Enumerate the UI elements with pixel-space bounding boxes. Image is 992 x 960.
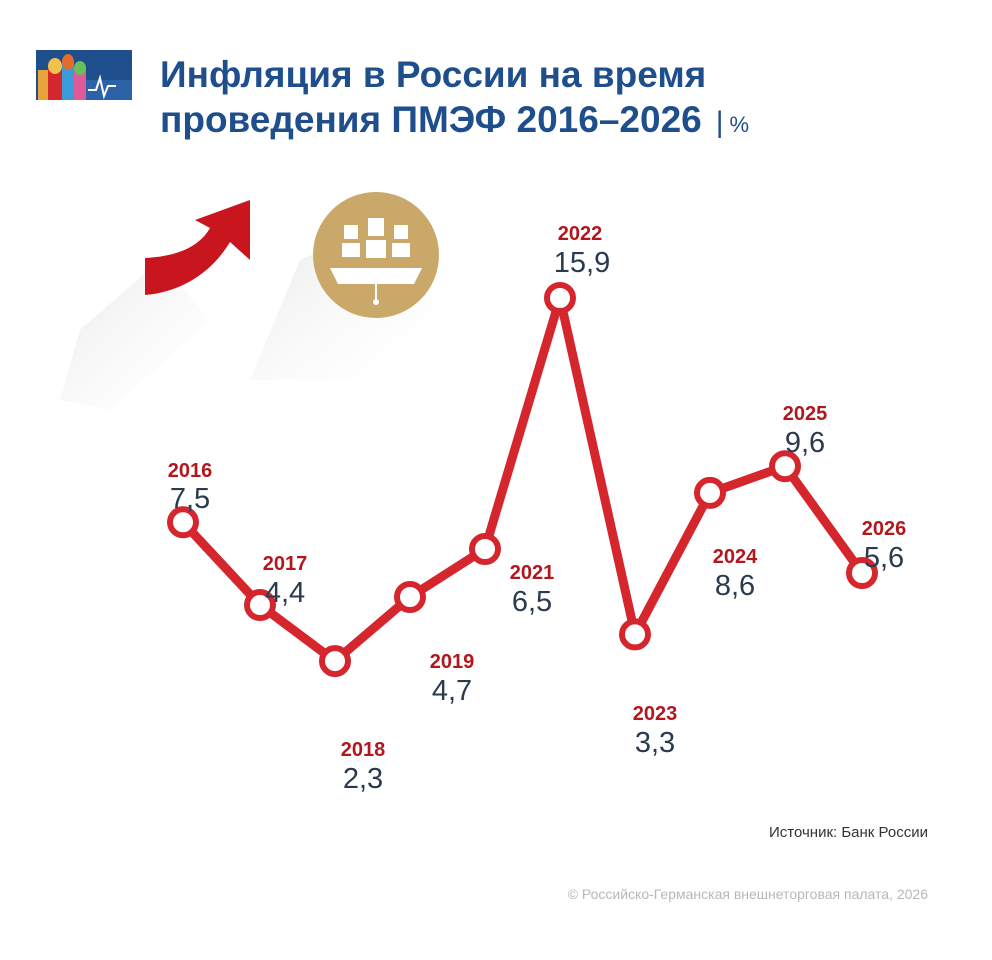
data-point-2026 <box>846 557 878 589</box>
title-separator: | <box>715 106 724 139</box>
value-label-2017: 4,4 <box>265 577 305 609</box>
source-note: Источник: Банк России <box>768 824 928 841</box>
value-label-2016: 7,5 <box>170 483 210 515</box>
year-label-2018: 2018 <box>341 739 386 761</box>
data-point-2019 <box>394 581 426 613</box>
data-point-2024 <box>694 476 726 509</box>
inflation-series-line <box>178 293 867 666</box>
year-label-2022: 2022 <box>558 223 603 245</box>
data-point-2018 <box>319 645 351 678</box>
year-label-2025: 2025 <box>783 403 828 425</box>
red-upward-arrow-icon <box>60 200 250 410</box>
data-point-2016 <box>167 506 199 539</box>
value-label-2026: 5,6 <box>864 542 904 574</box>
data-point-2017 <box>244 589 276 621</box>
value-label-2021: 6,5 <box>512 586 552 618</box>
value-label-2025: 9,6 <box>785 427 825 459</box>
title-unit: % <box>729 112 750 137</box>
copyright-note: © Российско-Германская внешнеторговая па… <box>567 886 928 902</box>
value-label-2022: 15,9 <box>554 247 610 279</box>
year-label-2026: 2026 <box>862 518 907 540</box>
value-label-2019: 4,7 <box>432 675 472 707</box>
value-label-2018: 2,3 <box>343 763 383 795</box>
data-point-2021 <box>469 533 501 565</box>
data-point-2025 <box>769 450 801 483</box>
year-label-2024: 2024 <box>713 546 758 568</box>
page-title: Инфляция в России на время проведения ПМ… <box>160 52 960 147</box>
data-point-2022 <box>544 282 576 314</box>
decoration <box>60 192 440 410</box>
kremlin-cathedral-logo-icon <box>36 50 132 100</box>
title-line-2: проведения ПМЭФ 2016–2026 <box>160 99 702 140</box>
year-label-2021: 2021 <box>510 562 555 584</box>
year-label-2016: 2016 <box>168 460 213 482</box>
value-label-2023: 3,3 <box>635 727 675 759</box>
year-label-2017: 2017 <box>263 553 308 575</box>
ship-emblem-icon <box>250 192 440 380</box>
data-point-2023 <box>619 618 651 651</box>
value-label-2024: 8,6 <box>715 570 755 602</box>
year-label-2019: 2019 <box>430 651 475 673</box>
year-label-2023: 2023 <box>633 703 678 725</box>
title-line-1: Инфляция в России на время <box>160 54 707 95</box>
